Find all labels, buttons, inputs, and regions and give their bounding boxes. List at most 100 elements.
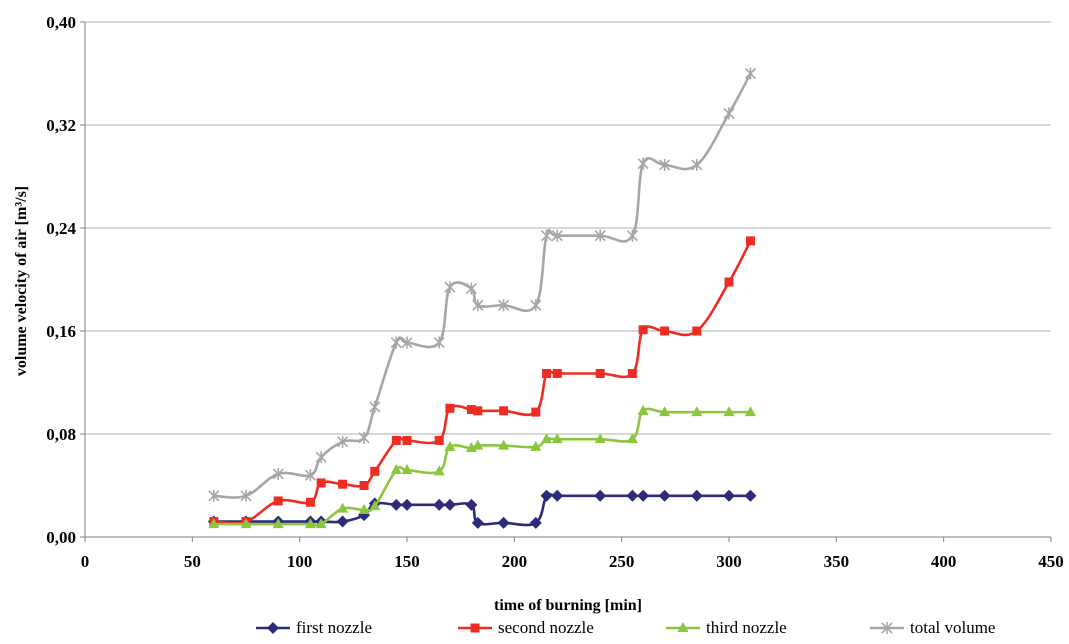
data-point: [471, 516, 484, 529]
data-point: [498, 299, 510, 312]
data-point: [433, 498, 446, 511]
y-tick-label: 0,32: [46, 116, 76, 135]
x-tick-label: 0: [81, 552, 90, 571]
data-point: [304, 518, 316, 529]
data-point: [444, 281, 456, 294]
data-point: [208, 489, 220, 502]
data-point: [723, 489, 735, 502]
data-point: [465, 498, 478, 511]
legend-marker: [470, 623, 480, 633]
data-point: [724, 277, 734, 287]
legend-item-second-nozzle: second nozzle: [458, 618, 594, 637]
data-point: [498, 439, 510, 450]
data-point: [433, 465, 445, 476]
axis-layer: 0,00 0,08 0,16 0,24 0,32 0,40 0 50 100 150 200 250 3…: [46, 13, 1064, 571]
data-point: [530, 440, 542, 451]
x-tick-label: 150: [394, 552, 420, 571]
legend-marker: [677, 622, 689, 632]
data-point: [316, 478, 326, 488]
data-point: [337, 502, 349, 513]
data-point: [660, 326, 670, 336]
y-axis-title: volume velocity of air [m³/s]: [13, 186, 30, 376]
data-point: [390, 498, 403, 511]
y-tick-label: 0,08: [46, 425, 76, 444]
data-point: [369, 500, 381, 511]
y-tick-label: 0,40: [46, 13, 76, 32]
legend-item-first-nozzle: first nozzle: [256, 618, 372, 637]
data-point: [390, 336, 402, 349]
data-point: [723, 107, 735, 120]
x-axis-title: time of burning [min]: [494, 597, 642, 614]
data-point: [692, 326, 702, 336]
data-point: [315, 451, 327, 464]
data-point: [627, 368, 637, 378]
data-point: [337, 435, 349, 448]
data-point: [444, 440, 456, 451]
data-point: [272, 518, 284, 529]
data-point: [370, 466, 380, 476]
data-point: [690, 489, 703, 502]
legend-label: first nozzle: [296, 618, 372, 637]
data-point: [659, 406, 671, 417]
grid-layer: [85, 21, 1051, 435]
data-point: [637, 157, 649, 170]
data-point: [240, 489, 252, 502]
data-point: [273, 496, 283, 506]
legend-label: second nozzle: [498, 618, 594, 637]
data-point: [497, 516, 510, 529]
data-point: [272, 467, 284, 480]
data-point: [401, 336, 413, 349]
x-tick-label: 400: [931, 552, 957, 571]
data-point: [594, 489, 607, 502]
data-point: [401, 498, 413, 511]
data-point: [626, 489, 639, 502]
data-point: [315, 518, 327, 529]
data-point: [540, 229, 553, 242]
data-point: [637, 404, 649, 415]
series-layer: [207, 67, 757, 529]
x-tick-label: 100: [287, 552, 313, 571]
data-point: [390, 464, 402, 475]
data-point: [626, 229, 638, 242]
data-point: [358, 503, 370, 514]
data-point: [338, 479, 348, 489]
series-third-nozzle: [208, 404, 756, 529]
legend-label: total volume: [910, 618, 995, 637]
data-point: [359, 481, 369, 490]
data-point: [594, 433, 606, 444]
data-point: [595, 368, 605, 378]
series-line: [213, 407, 751, 527]
data-point: [659, 158, 671, 171]
legend-item-third-nozzle: third nozzle: [666, 618, 787, 637]
legend-marker: [267, 622, 279, 634]
data-point: [443, 498, 456, 511]
data-point: [304, 469, 316, 482]
data-point: [744, 489, 757, 502]
data-point: [401, 464, 413, 475]
data-point: [658, 489, 671, 502]
data-point: [240, 518, 252, 529]
data-point: [744, 406, 756, 417]
data-point: [691, 406, 703, 417]
data-point: [626, 433, 638, 444]
x-tick-label: 250: [609, 552, 635, 571]
data-point: [531, 407, 541, 417]
data-point: [434, 435, 444, 445]
data-point: [472, 439, 484, 450]
y-tick-label: 0,24: [46, 219, 76, 238]
data-point: [530, 299, 542, 312]
data-point: [465, 442, 477, 453]
x-tick-label: 300: [716, 552, 742, 571]
data-point: [465, 282, 477, 295]
data-point: [723, 406, 735, 417]
data-point: [552, 368, 562, 378]
series-line: [213, 240, 752, 525]
x-tick-label: 200: [502, 552, 528, 571]
data-point: [541, 433, 553, 444]
series-total-volume: [208, 67, 757, 502]
x-tick-label: 450: [1038, 552, 1064, 571]
series-second-nozzle: [209, 236, 755, 527]
legend-item-total-volume: total volume: [870, 618, 995, 637]
